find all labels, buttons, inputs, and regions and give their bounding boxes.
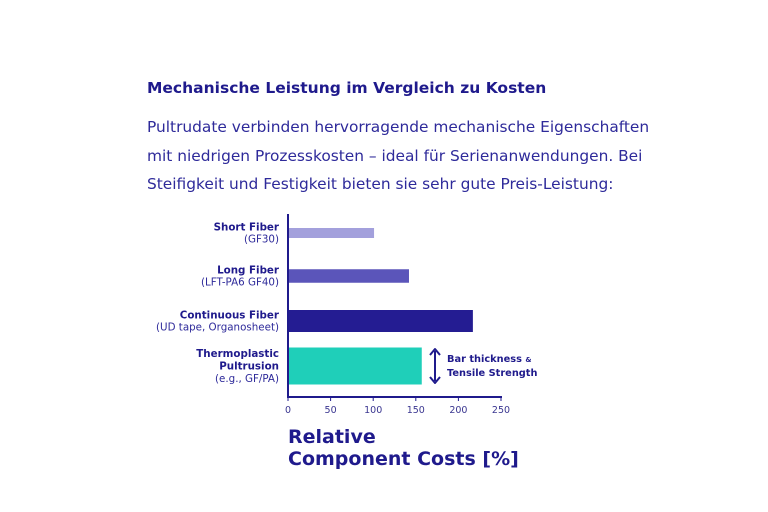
category-sublabel: (LFT-PA6 GF40) (201, 277, 279, 289)
category-sublabel: (e.g., GF/PA) (215, 373, 279, 385)
paragraph-line: mit niedrigen Prozesskosten – ideal für … (147, 146, 643, 165)
x-tick-label: 0 (285, 405, 291, 416)
paragraph-line: Steifigkeit und Festigkeit bieten sie se… (147, 175, 614, 193)
category-label: Thermoplastic (196, 348, 279, 360)
category-sublabel: (GF30) (244, 234, 279, 246)
intro-paragraph: Pultrudate verbinden hervorragende mecha… (147, 113, 667, 199)
category-sublabel: (UD tape, Organosheet) (156, 322, 279, 334)
category-label: Continuous Fiber (180, 309, 280, 321)
x-axis-label: Component Costs [%] (288, 448, 519, 470)
bar (289, 347, 422, 385)
annotation-text: Bar thickness & (447, 354, 531, 365)
paragraph-line: Pultrudate verbinden hervorragende mecha… (147, 118, 650, 136)
x-axis-label: Relative (288, 426, 376, 448)
bar (289, 269, 409, 283)
x-tick-label: 50 (325, 405, 337, 416)
annotation-text: Tensile Strength (447, 368, 537, 379)
bar (289, 228, 375, 238)
category-label: Pultrusion (219, 361, 279, 373)
x-tick-label: 200 (449, 405, 467, 416)
x-tick-label: 100 (364, 405, 382, 416)
arrow-down-icon (429, 376, 441, 384)
section-heading: Mechanische Leistung im Vergleich zu Kos… (147, 79, 547, 97)
bar (289, 310, 473, 332)
x-tick-label: 250 (492, 405, 510, 416)
category-label: Short Fiber (214, 221, 280, 233)
x-tick-label: 150 (407, 405, 425, 416)
arrow-up-icon (429, 348, 441, 356)
category-label: Long Fiber (217, 264, 280, 276)
